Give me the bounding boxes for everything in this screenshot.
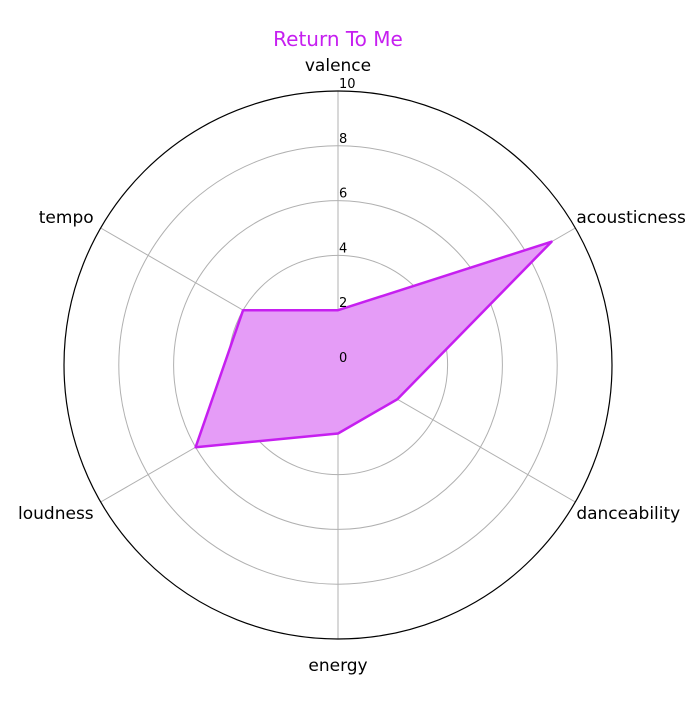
tick-label: 8 xyxy=(339,132,347,147)
radial-tick-labels: 0 2 4 6 8 10 xyxy=(339,77,356,366)
axis-labels: valence acousticness danceability energy lou… xyxy=(18,56,686,676)
tick-label: 6 xyxy=(339,187,347,202)
chart-title: Return To Me xyxy=(273,27,403,51)
tick-label: 2 xyxy=(339,296,347,311)
tick-label: 4 xyxy=(339,241,347,256)
radar-frame xyxy=(63,90,613,640)
tick-label: 10 xyxy=(339,77,356,92)
axis-label-energy: energy xyxy=(308,656,367,676)
tick-label: 0 xyxy=(339,351,347,366)
axis-label-acousticness: acousticness xyxy=(576,208,686,228)
axis-label-valence: valence xyxy=(305,56,371,76)
axis-label-loudness: loudness xyxy=(18,504,94,524)
axis-label-tempo: tempo xyxy=(39,208,94,228)
series-polygon xyxy=(194,240,553,449)
axis-label-danceability: danceability xyxy=(576,504,680,524)
